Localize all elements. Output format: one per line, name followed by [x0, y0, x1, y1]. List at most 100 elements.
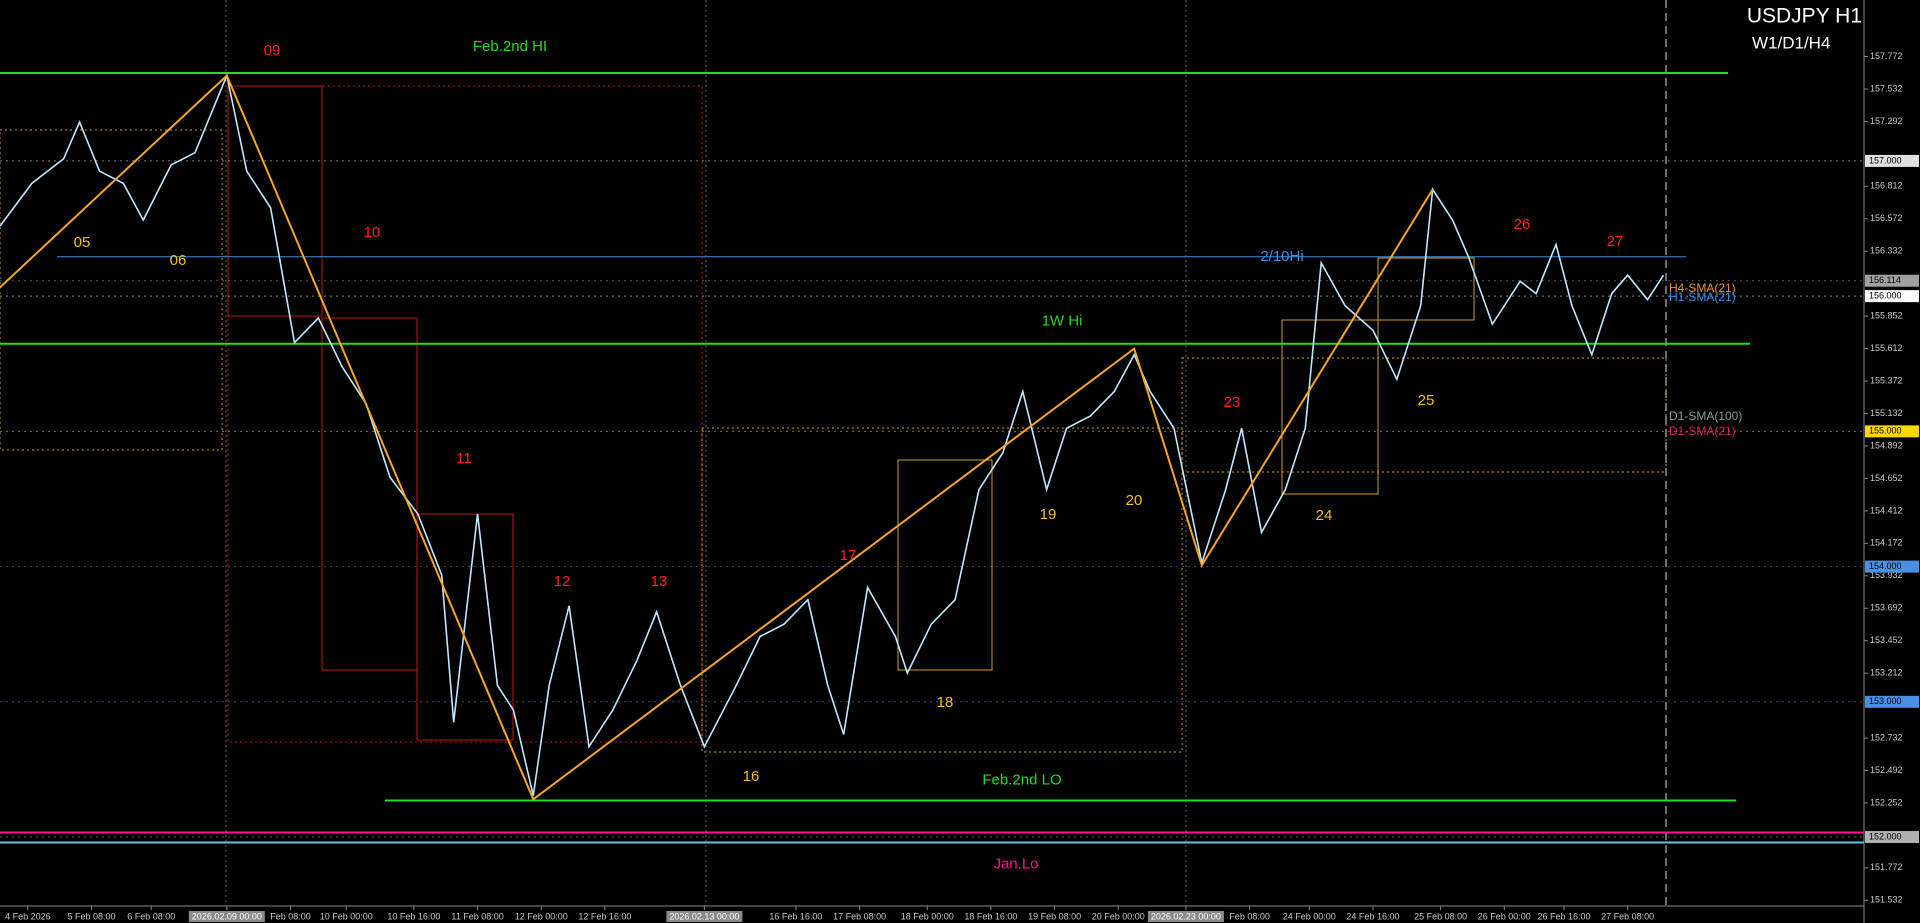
sma-label: H4-SMA(21) — [1669, 281, 1736, 295]
range-box — [897, 459, 993, 671]
day-label: 25 — [1418, 392, 1435, 409]
day-label: 09 — [264, 42, 281, 59]
x-tick-highlight — [666, 911, 743, 922]
y-tick-label: 156.572 — [1870, 213, 1903, 223]
x-tick-label: 2026.02.23 00:00 — [1151, 911, 1221, 921]
sma-label: D1-SMA(100) — [1669, 409, 1742, 423]
price-box — [1865, 274, 1919, 287]
x-tick-label: 12 Feb 00:00 — [515, 911, 568, 921]
y-tick-label: 156.332 — [1870, 246, 1903, 256]
x-tick-highlight — [188, 911, 265, 922]
day-label: 18 — [937, 694, 954, 711]
price-box — [1865, 695, 1919, 708]
x-tick-label: 10 Feb 16:00 — [387, 911, 440, 921]
y-tick-label: 154.412 — [1870, 505, 1903, 515]
y-tick-label: 152.252 — [1870, 797, 1903, 807]
day-label: 17 — [840, 547, 857, 564]
range-box — [227, 85, 703, 743]
x-tick-label: 25 Feb 08:00 — [1414, 911, 1467, 921]
x-tick-label: Feb 08:00 — [270, 911, 311, 921]
y-tick-label: 153.452 — [1870, 635, 1903, 645]
price-box-label: 157.000 — [1869, 155, 1902, 165]
y-tick-label: 155.132 — [1870, 408, 1903, 418]
price-box — [1865, 290, 1919, 303]
x-tick-label: 2026.02.13 00:00 — [669, 911, 739, 921]
price-box-label: 154.000 — [1869, 561, 1902, 571]
range-box — [1181, 357, 1667, 473]
day-label: 20 — [1126, 492, 1143, 509]
range-box — [416, 513, 514, 741]
x-tick-label: 4 Feb 2026 — [5, 911, 51, 921]
chart-subtitle: W1/D1/H4 — [1752, 33, 1830, 52]
y-tick-label: 153.932 — [1870, 570, 1903, 580]
price-box-label: 156.114 — [1869, 275, 1901, 285]
y-tick-label: 154.892 — [1870, 440, 1903, 450]
x-tick-label: 6 Feb 08:00 — [127, 911, 175, 921]
day-label: 12 — [554, 573, 571, 590]
y-tick-label: 155.372 — [1870, 375, 1903, 385]
y-tick-label: 152.732 — [1870, 732, 1903, 742]
y-tick-label: 155.852 — [1870, 311, 1903, 321]
x-tick-label: 19 Feb 08:00 — [1028, 911, 1081, 921]
day-label: 13 — [651, 573, 668, 590]
x-tick-label: 11 Feb 08:00 — [451, 911, 503, 921]
x-tick-highlight — [1147, 911, 1224, 922]
x-tick-label: 17 Feb 08:00 — [833, 911, 886, 921]
day-label: 16 — [743, 768, 760, 785]
chart-title: USDJPY H1 — [1747, 5, 1862, 28]
y-tick-label: 152.492 — [1870, 765, 1903, 775]
price-box — [1865, 425, 1919, 438]
day-label: 26 — [1514, 216, 1531, 233]
y-tick-label: 154.172 — [1870, 538, 1903, 548]
day-label: 19 — [1040, 506, 1057, 523]
level-label: Feb.2nd HI — [473, 38, 547, 55]
y-tick-label: 157.772 — [1870, 51, 1903, 61]
day-label: 27 — [1607, 233, 1624, 250]
x-tick-label: 12 Feb 16:00 — [578, 911, 631, 921]
price-box — [1865, 560, 1919, 573]
day-label: 23 — [1224, 394, 1241, 411]
price-box — [1865, 831, 1919, 844]
range-boxes — [0, 85, 1667, 753]
x-tick-label: 26 Feb 00:00 — [1478, 911, 1531, 921]
x-tick-label: 2026.02.09 00:00 — [192, 911, 262, 921]
y-tick-label: 151.532 — [1870, 895, 1903, 905]
level-label: 1W Hi — [1042, 313, 1083, 330]
range-box — [1281, 319, 1379, 495]
day-label: 10 — [364, 224, 381, 241]
price-box-label: 153.000 — [1869, 696, 1902, 706]
x-tick-label: 10 Feb 00:00 — [320, 911, 373, 921]
x-tick-label: 27 Feb 08:00 — [1601, 911, 1654, 921]
price-box-label: 152.000 — [1869, 831, 1902, 841]
x-tick-label: 18 Feb 00:00 — [901, 911, 954, 921]
x-tick-label: Feb 08:00 — [1229, 911, 1270, 921]
y-tick-label: 157.292 — [1870, 116, 1903, 126]
x-tick-label: 18 Feb 16:00 — [964, 911, 1017, 921]
sma-label: H1-SMA(21) — [1669, 290, 1736, 304]
range-box — [701, 427, 1183, 753]
day-label: 05 — [74, 234, 91, 251]
y-tick-label: 155.612 — [1870, 343, 1903, 353]
y-tick-label: 153.212 — [1870, 668, 1903, 678]
day-label: 06 — [170, 252, 187, 269]
day-label: 11 — [456, 450, 472, 467]
sma-label: D1-SMA(21) — [1669, 424, 1736, 438]
y-tick-label: 157.532 — [1870, 83, 1903, 93]
x-tick-label: 16 Feb 16:00 — [769, 911, 822, 921]
range-box — [321, 317, 418, 671]
x-tick-label: 24 Feb 00:00 — [1283, 911, 1336, 921]
price-box-label: 155.000 — [1869, 426, 1902, 436]
x-tick-label: 24 Feb 16:00 — [1346, 911, 1399, 921]
x-tick-label: 5 Feb 08:00 — [68, 911, 116, 921]
price-box — [1865, 154, 1919, 167]
price-line — [0, 72, 1665, 796]
y-tick-label: 156.812 — [1870, 181, 1903, 191]
range-box — [0, 129, 223, 451]
y-tick-label: 154.652 — [1870, 473, 1903, 483]
x-tick-label: 26 Feb 16:00 — [1537, 911, 1590, 921]
level-label: Jan.Lo — [993, 855, 1038, 872]
y-tick-label: 151.772 — [1870, 862, 1903, 872]
level-label: Feb.2nd LO — [982, 771, 1061, 788]
